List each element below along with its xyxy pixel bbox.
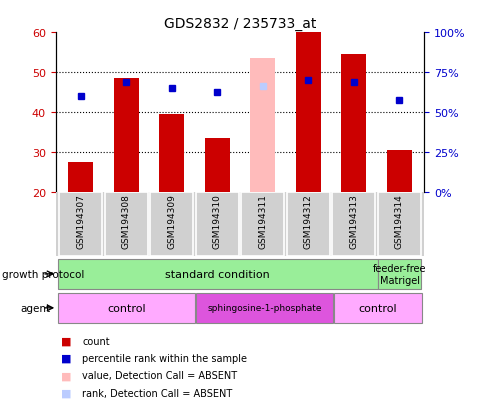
Title: GDS2832 / 235733_at: GDS2832 / 235733_at [164, 17, 316, 31]
Bar [332, 192, 375, 256]
Bar [386, 150, 411, 192]
Bar [150, 192, 193, 256]
Bar [196, 192, 238, 256]
Bar [333, 293, 421, 323]
Text: GSM194310: GSM194310 [212, 194, 221, 249]
Text: agent: agent [20, 303, 50, 313]
Bar [58, 259, 377, 290]
Text: control: control [358, 303, 396, 313]
Text: ■: ■ [60, 336, 71, 346]
Text: ■: ■ [60, 388, 71, 398]
Text: standard condition: standard condition [165, 269, 269, 279]
Text: value, Detection Call = ABSENT: value, Detection Call = ABSENT [82, 370, 237, 380]
Text: GSM194308: GSM194308 [121, 194, 131, 249]
Text: ■: ■ [60, 370, 71, 380]
Text: GSM194309: GSM194309 [167, 194, 176, 249]
Bar [60, 192, 102, 256]
Bar [68, 162, 93, 192]
Bar [295, 33, 320, 192]
Bar [159, 114, 184, 192]
Bar [105, 192, 148, 256]
Text: count: count [82, 336, 110, 346]
Text: percentile rank within the sample: percentile rank within the sample [82, 353, 247, 363]
Text: ■: ■ [60, 353, 71, 363]
Bar [377, 192, 420, 256]
Text: feeder-free
Matrigel: feeder-free Matrigel [372, 263, 425, 285]
Bar [204, 138, 229, 192]
Text: rank, Detection Call = ABSENT: rank, Detection Call = ABSENT [82, 388, 232, 398]
Bar [341, 55, 365, 192]
Text: GSM194314: GSM194314 [394, 194, 403, 249]
Text: GSM194313: GSM194313 [348, 194, 358, 249]
Bar [250, 59, 275, 192]
Text: growth protocol: growth protocol [2, 269, 85, 279]
Bar [378, 259, 420, 290]
Bar [287, 192, 329, 256]
Bar [241, 192, 284, 256]
Bar [196, 293, 332, 323]
Text: GSM194312: GSM194312 [303, 194, 312, 249]
Bar [114, 79, 138, 192]
Text: GSM194311: GSM194311 [258, 194, 267, 249]
Text: control: control [107, 303, 146, 313]
Text: GSM194307: GSM194307 [76, 194, 85, 249]
Text: sphingosine-1-phosphate: sphingosine-1-phosphate [207, 304, 321, 313]
Bar [58, 293, 195, 323]
